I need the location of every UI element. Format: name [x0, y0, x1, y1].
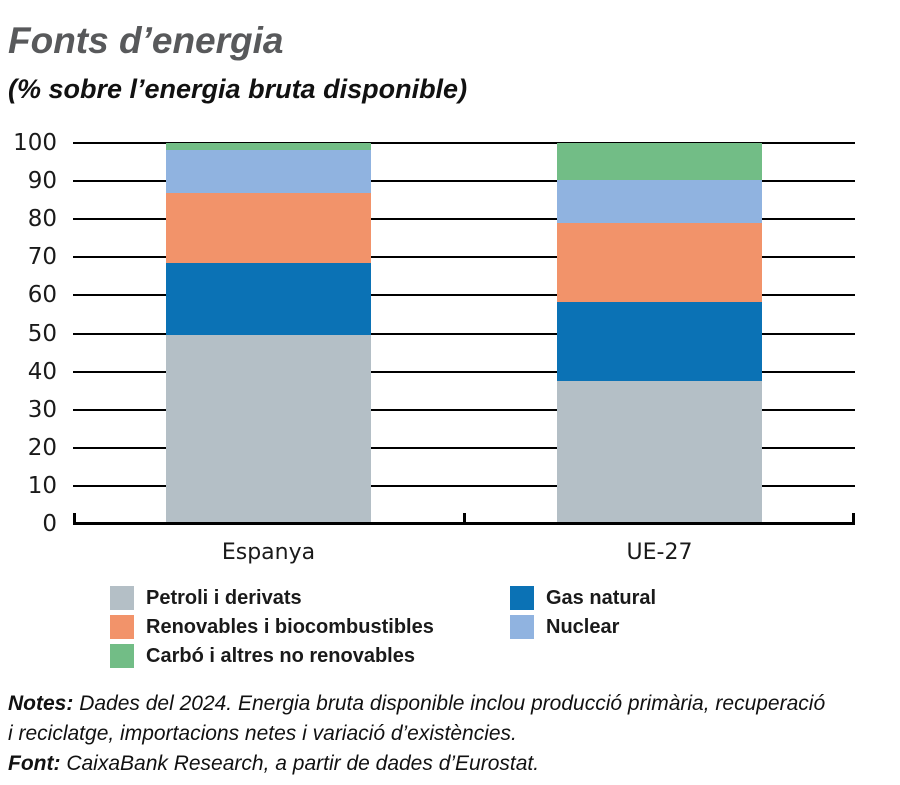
legend-label-petroli-i-derivats: Petroli i derivats — [146, 586, 302, 609]
legend-label-nuclear: Nuclear — [546, 615, 620, 638]
y-tick-label-0: 0 — [42, 511, 57, 537]
legend-column-2: Gas natural Nuclear — [510, 586, 656, 668]
gridline-100 — [73, 142, 855, 144]
y-tick-label-60: 60 — [27, 282, 57, 309]
legend-label-gas-natural: Gas natural — [546, 586, 657, 609]
legend-item-petroli-i-derivats: Petroli i derivats — [110, 586, 510, 610]
axis-tick-middle — [462, 513, 466, 524]
x-axis-label-espanya: Espanya — [221, 540, 316, 565]
y-tick-label-90: 90 — [27, 168, 57, 195]
legend-item-nuclear: Nuclear — [510, 615, 656, 639]
gridline-30 — [73, 408, 855, 411]
gridline-80 — [73, 218, 855, 221]
plot-area: 0 10 20 30 40 50 60 70 80 90 100 Espanya UE-27 — [13, 131, 855, 565]
gridline-20 — [73, 446, 855, 449]
page-title: Fonts d’energia — [8, 20, 284, 61]
notes-text-1: Dades del 2024. Energia bruta disponible… — [79, 692, 826, 715]
y-tick-label-20: 20 — [27, 434, 57, 461]
bar-segment-carb-i-altres-no-renovables — [557, 143, 762, 181]
y-tick-label-70: 70 — [27, 244, 57, 271]
gridline-10 — [73, 484, 855, 487]
y-tick-label-50: 50 — [27, 320, 57, 347]
x-axis-label-ue-27: UE-27 — [626, 540, 693, 565]
bar-segment-gas-natural — [557, 301, 762, 381]
legend-column-1: Petroli i derivats Renovables i biocombus… — [110, 586, 510, 668]
gridline-70 — [73, 256, 855, 259]
bar-segment-petroli-i-derivats — [166, 334, 371, 524]
axis-tick-left — [73, 513, 76, 524]
source-text: CaixaBank Research, a partir de dades d’… — [66, 752, 540, 775]
page-subtitle: (% sobre l’energia bruta disponible) — [8, 74, 468, 104]
legend-item-carb-i-altres-no-renovables: Carbó i altres no renovables — [110, 644, 510, 668]
notes-text-2: i reciclatge, importacions netes i varia… — [8, 722, 517, 745]
y-tick-label-30: 30 — [27, 396, 57, 423]
y-tick-label-40: 40 — [27, 358, 57, 385]
gridline-90 — [73, 180, 855, 183]
bar-segment-renovables-i-biocombustibles — [557, 223, 762, 302]
bar-segment-carb-i-altres-no-renovables — [166, 143, 371, 150]
legend-item-renovables-i-biocombustibles: Renovables i biocombustibles — [110, 615, 510, 639]
legend-swatch-carb-i-altres-no-renovables — [110, 644, 134, 668]
legend-swatch-petroli-i-derivats — [110, 586, 134, 610]
gridline-60 — [73, 294, 855, 297]
bar-segment-nuclear — [557, 180, 762, 224]
notes-block: Notes: Dades del 2024. Energia bruta dis… — [8, 689, 892, 779]
y-tick-label-80: 80 — [27, 206, 57, 233]
y-tick-label-10: 10 — [27, 472, 57, 499]
legend-swatch-gas-natural — [510, 586, 534, 610]
bar-espanya — [166, 143, 371, 524]
legend-item-gas-natural: Gas natural — [510, 586, 656, 610]
legend-label-renovables-i-biocombustibles: Renovables i biocombustibles — [146, 615, 434, 638]
bar-segment-petroli-i-derivats — [557, 380, 762, 524]
bar-segment-renovables-i-biocombustibles — [166, 192, 371, 263]
gridline-50 — [73, 332, 855, 335]
notes-label: Notes: — [8, 692, 74, 715]
notes-line-1: Notes: Dades del 2024. Energia bruta dis… — [8, 689, 892, 719]
notes-line-2: i reciclatge, importacions netes i varia… — [8, 719, 892, 749]
legend: Petroli i derivats Renovables i biocombus… — [110, 586, 870, 668]
bar-segment-gas-natural — [166, 262, 371, 335]
legend-swatch-nuclear — [510, 615, 534, 639]
source-line: Font: CaixaBank Research, a partir de da… — [8, 749, 892, 779]
legend-label-carb-i-altres-no-renovables: Carbó i altres no renovables — [146, 644, 415, 667]
gridline-40 — [73, 370, 855, 373]
axis-tick-right — [852, 513, 855, 524]
bar-ue-27 — [557, 143, 762, 524]
legend-swatch-renovables-i-biocombustibles — [110, 615, 134, 639]
bar-segment-nuclear — [166, 149, 371, 193]
source-label: Font: — [8, 752, 61, 775]
y-tick-label-100: 100 — [13, 130, 57, 156]
